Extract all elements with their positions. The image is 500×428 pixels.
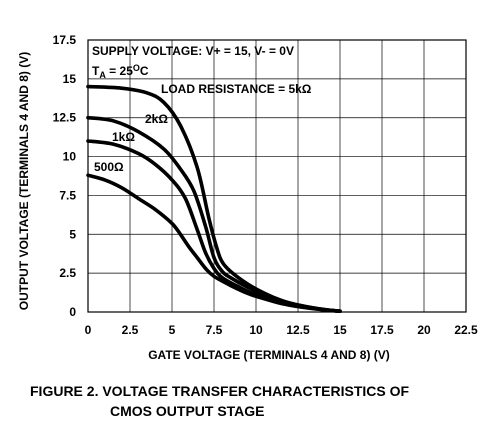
curves [86, 84, 342, 313]
y-tick-label: 17.5 [53, 33, 77, 47]
series-label-500: 500Ω [94, 160, 124, 174]
figure-caption-line-2: CMOS OUTPUT STAGE [110, 403, 265, 419]
series-label-1k: 1kΩ [112, 130, 135, 144]
plot-frame [87, 39, 467, 313]
figure-caption-line-1: FIGURE 2. VOLTAGE TRANSFER CHARACTERISTI… [30, 383, 410, 399]
x-axis-label: GATE VOLTAGE (TERMINALS 4 AND 8) (V) [148, 348, 390, 362]
x-tick-label: 10 [249, 323, 263, 337]
x-tick-labels: 0 2.5 5 7.5 10 12.5 15 17.5 20 22.5 [85, 323, 478, 337]
y-tick-label: 5 [69, 227, 76, 241]
y-tick-labels: 0 2.5 5 7.5 10 12.5 15 17.5 [53, 33, 77, 319]
series-line-4 [86, 173, 342, 313]
x-tick-label: 17.5 [370, 323, 394, 337]
y-tick-label: 7.5 [59, 188, 76, 202]
grid [87, 39, 467, 313]
y-tick-label: 10 [63, 150, 77, 164]
y-tick-label: 12.5 [53, 111, 77, 125]
x-tick-label: 20 [417, 323, 431, 337]
x-tick-label: 7.5 [206, 323, 223, 337]
y-tick-label: 15 [63, 72, 77, 86]
x-tick-label: 0 [85, 323, 92, 337]
y-tick-label: 0 [69, 305, 76, 319]
x-tick-label: 15 [333, 323, 347, 337]
supply-voltage-note: SUPPLY VOLTAGE: V+ = 15, V- = 0V [92, 44, 294, 58]
y-axis-label: OUTPUT VOLTAGE (TERMINALS 4 AND 8) (V) [17, 52, 31, 310]
x-tick-label: 22.5 [454, 323, 478, 337]
series-label-2k: 2kΩ [145, 112, 168, 126]
temperature-note: TA = 25OC [92, 63, 149, 80]
x-tick-label: 2.5 [122, 323, 139, 337]
x-tick-label: 5 [169, 323, 176, 337]
y-tick-label: 2.5 [59, 266, 76, 280]
x-tick-label: 12.5 [286, 323, 310, 337]
load-resistance-note: LOAD RESISTANCE = 5kΩ [161, 82, 312, 96]
